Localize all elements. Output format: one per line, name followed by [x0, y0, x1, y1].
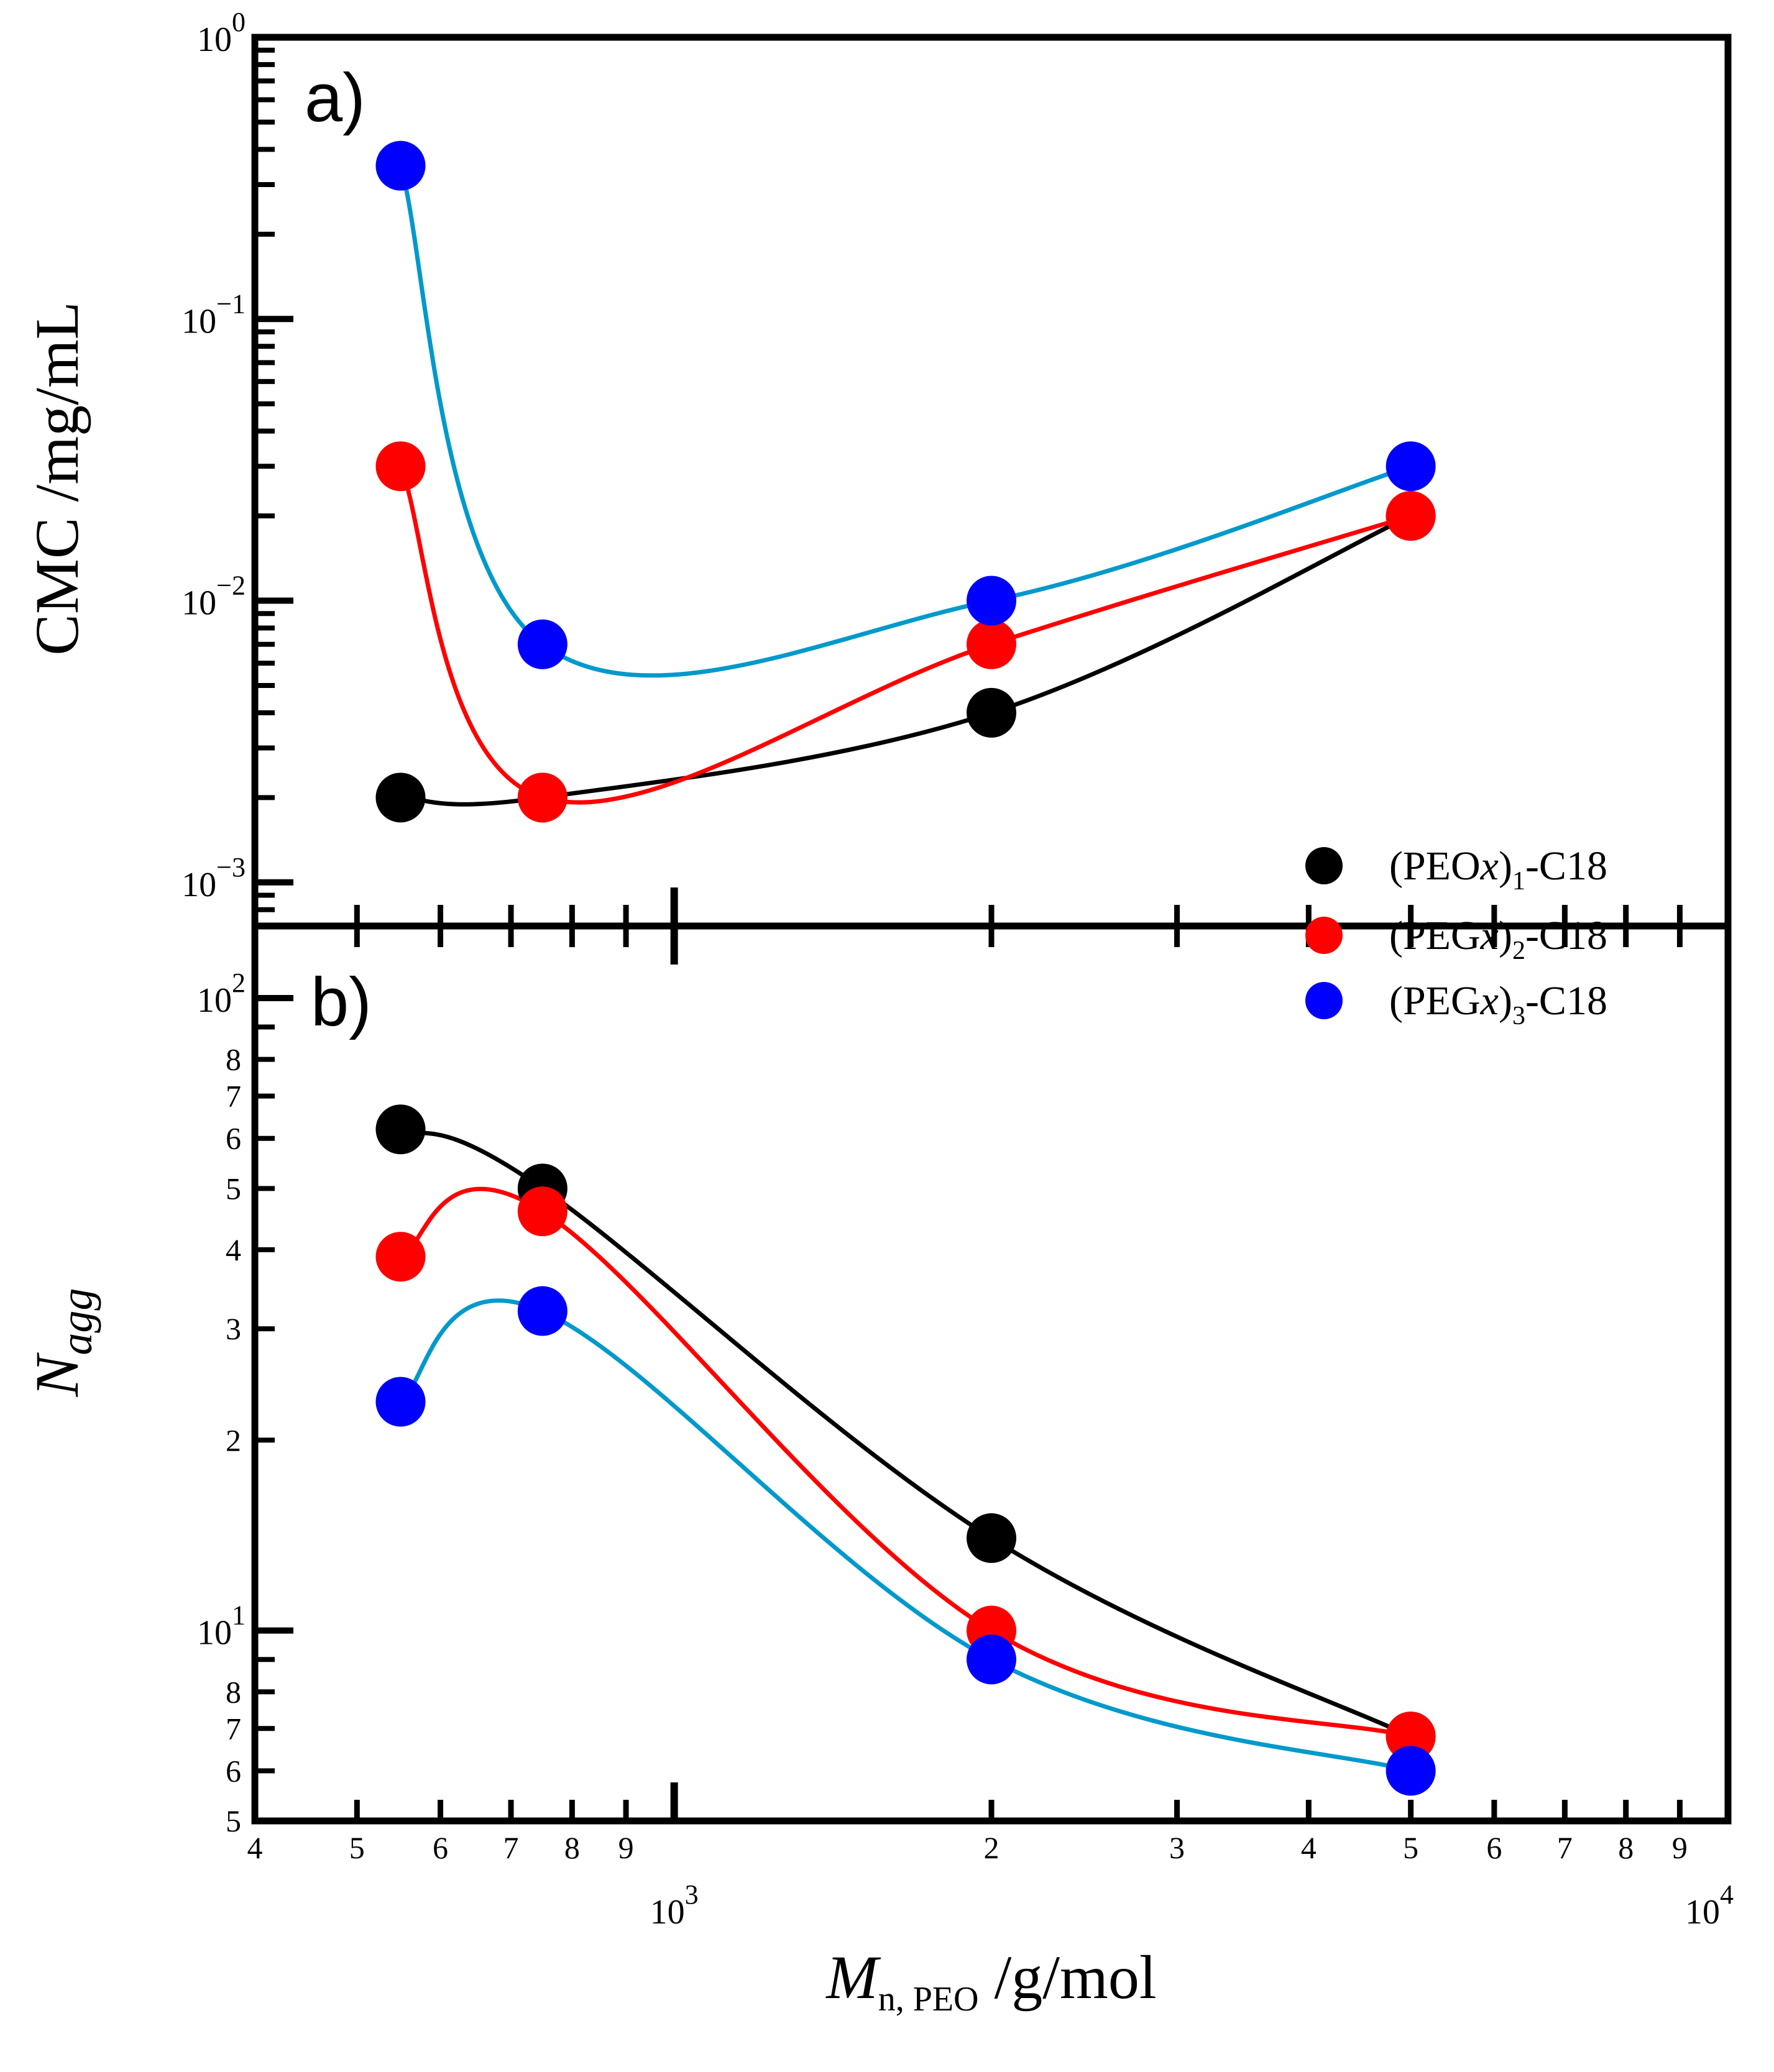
y-tick-label: 10−1: [182, 288, 246, 341]
y-minor-tick-label: 5: [226, 1171, 241, 1206]
y-minor-tick-label: 8: [226, 1674, 241, 1709]
panel-b-label: b): [311, 964, 372, 1040]
x-minor-tick-label: 3: [1169, 1830, 1185, 1865]
data-point-series-1: [375, 772, 426, 823]
x-tick-labels: 4 5 6 7 8 9 2 3 4 5 6 7 8 9 103 104: [247, 1830, 1734, 1932]
x-minor-tick-label: 5: [349, 1830, 365, 1865]
data-point-series-2: [1386, 1712, 1436, 1762]
x-minor-tick-label: 6: [1486, 1830, 1502, 1865]
data-point-series-2: [517, 772, 568, 823]
legend-label-series-1: (PEOx)1-C18: [1389, 843, 1607, 896]
y-tick-label: 102: [197, 968, 246, 1020]
data-point-series-3: [967, 1634, 1016, 1685]
x-minor-tick-label: 2: [984, 1830, 1000, 1865]
data-point-series-2: [375, 441, 426, 492]
legend-marker-series-3: [1305, 982, 1343, 1019]
legend: (PEOx)1-C18 (PEGx)2-C18 (PEGx)3-C18: [1305, 843, 1607, 1030]
y-tick-label: 101: [197, 1600, 246, 1653]
panel-a-ytick-labels: 10−3 10−2 10−1 100: [182, 7, 246, 904]
x-axis-label-sub: n, PEO: [878, 1980, 979, 2019]
x-minor-tick-label: 8: [564, 1830, 580, 1865]
data-point-series-2: [517, 1186, 568, 1237]
data-point-series-3: [967, 575, 1016, 626]
x-minor-tick-label: 4: [1301, 1830, 1317, 1865]
panel-b-points: [375, 1104, 1436, 1796]
data-point-series-2: [967, 619, 1016, 669]
y-tick-label: 100: [197, 7, 246, 59]
data-point-series-1: [967, 687, 1016, 738]
y-minor-tick-label: 4: [226, 1232, 241, 1267]
data-point-series-3: [1386, 441, 1436, 492]
x-minor-tick-label: 6: [433, 1830, 448, 1865]
x-minor-tick-label: 4: [247, 1830, 263, 1865]
panel-b-ylabel-sub: agg: [52, 1288, 101, 1355]
x-minor-tick-label: 8: [1618, 1830, 1634, 1865]
legend-marker-series-1: [1305, 847, 1343, 884]
x-minor-tick-label: 7: [1557, 1830, 1573, 1865]
x-tick-label: 103: [650, 1879, 699, 1932]
panel-a-ylabel: CMC /mg/mL: [22, 301, 91, 656]
y-minor-tick-label: 7: [226, 1079, 241, 1114]
data-point-series-2: [375, 1232, 426, 1282]
panel-b-ticks: [255, 994, 1683, 1821]
panel-a-ticks: [255, 47, 1683, 965]
series-line-2: [398, 465, 1412, 805]
x-axis-label-unit: /g/mol: [978, 1943, 1156, 2012]
data-point-series-1: [375, 1104, 426, 1155]
x-axis-label: Mn, PEO /g/mol: [825, 1943, 1156, 2019]
panel-a-label: a): [305, 60, 365, 136]
y-minor-tick-label: 6: [226, 1753, 241, 1788]
legend-label-series-2: (PEGx)2-C18: [1389, 913, 1607, 965]
x-minor-tick-label: 9: [1672, 1830, 1688, 1865]
y-minor-tick-label: 7: [226, 1711, 241, 1746]
y-minor-tick-label: 3: [226, 1311, 241, 1346]
series-line-1: [400, 513, 1412, 807]
y-minor-tick-label: 5: [226, 1804, 241, 1838]
panel-b-ylabel-main: N: [22, 1352, 91, 1397]
x-axis-label-main: M: [825, 1943, 881, 2012]
data-point-series-3: [517, 1286, 568, 1336]
series-line-3: [399, 1298, 1412, 1773]
y-minor-tick-label: 2: [226, 1423, 241, 1457]
y-tick-label: 10−3: [182, 852, 246, 904]
y-minor-tick-label: 6: [226, 1121, 241, 1156]
y-tick-label: 10−2: [182, 571, 246, 623]
legend-label-series-3: (PEGx)3-C18: [1389, 978, 1607, 1030]
panel-a-points: [375, 140, 1436, 823]
data-point-series-3: [375, 140, 426, 191]
data-point-series-3: [375, 1377, 426, 1427]
series-line-1: [400, 1127, 1412, 1739]
panel-b-frame: [251, 922, 1732, 1825]
panel-b-ylabel: Nagg: [22, 1288, 101, 1398]
data-point-series-3: [517, 619, 568, 669]
y-minor-tick-label: 8: [226, 1042, 241, 1077]
panel-b-curves: [399, 1127, 1412, 1773]
x-minor-tick-label: 7: [503, 1830, 519, 1865]
series-line-3: [398, 165, 1412, 678]
x-tick-label: 104: [1685, 1879, 1734, 1932]
data-point-series-3: [1386, 1746, 1436, 1796]
x-minor-tick-label: 9: [618, 1830, 634, 1865]
series-line-2: [400, 1186, 1412, 1739]
x-minor-tick-label: 5: [1403, 1830, 1418, 1865]
data-point-series-1: [967, 1513, 1016, 1563]
legend-marker-series-2: [1305, 917, 1343, 954]
data-point-series-2: [1386, 491, 1436, 541]
panel-a-frame: [251, 34, 1732, 930]
panel-a-curves: [398, 165, 1412, 807]
